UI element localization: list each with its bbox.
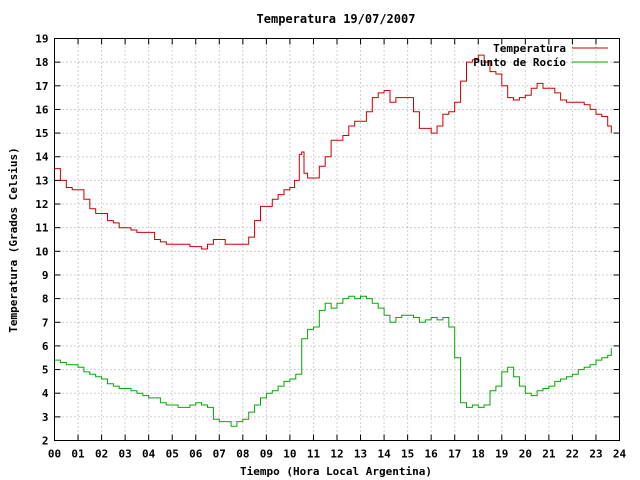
series-lines xyxy=(54,54,612,427)
y-tick-label: 15 xyxy=(35,127,48,140)
series-line-punto-de-rocio xyxy=(54,295,612,427)
x-tick-label: 22 xyxy=(566,448,579,461)
x-tick-label: 01 xyxy=(71,448,85,461)
x-tick-label: 07 xyxy=(213,448,226,461)
x-tick-label: 00 xyxy=(48,448,61,461)
x-tick-label: 10 xyxy=(283,448,296,461)
y-tick-label: 11 xyxy=(35,222,49,235)
x-tick-label: 04 xyxy=(142,448,156,461)
axis-ticks: 00 01 02 03 04 05 06 07 08 09 10 11 12 13 14 15 16 17 18 19… xyxy=(35,33,626,461)
x-tick-label: 03 xyxy=(119,448,132,461)
y-tick-label: 2 xyxy=(42,435,49,448)
x-tick-label: 06 xyxy=(189,448,203,461)
x-tick-label: 18 xyxy=(472,448,485,461)
y-tick-label: 9 xyxy=(42,269,49,282)
y-tick-label: 18 xyxy=(35,56,48,69)
y-tick-label: 7 xyxy=(42,316,49,329)
y-tick-label: 13 xyxy=(35,174,48,187)
x-tick-label: 19 xyxy=(495,448,508,461)
x-tick-label: 16 xyxy=(425,448,439,461)
y-tick-label: 10 xyxy=(35,245,48,258)
legend-label: Punto de Rocío xyxy=(473,56,566,69)
x-axis-label: Tiempo (Hora Local Argentina) xyxy=(240,465,432,478)
y-tick-label: 19 xyxy=(35,33,48,46)
plot-frame xyxy=(54,38,620,441)
legend-label: Temperatura xyxy=(493,42,566,55)
chart-title: Temperatura 19/07/2007 xyxy=(257,12,416,26)
x-tick-label: 11 xyxy=(307,448,321,461)
x-tick-label: 23 xyxy=(589,448,602,461)
y-tick-label: 8 xyxy=(42,293,49,306)
y-tick-label: 4 xyxy=(42,387,49,400)
x-tick-label: 17 xyxy=(448,448,461,461)
x-tick-label: 02 xyxy=(95,448,108,461)
y-axis-label: Temperatura (Grados Celsius) xyxy=(7,147,20,332)
x-tick-label: 08 xyxy=(236,448,249,461)
x-tick-label: 05 xyxy=(166,448,179,461)
x-tick-label: 12 xyxy=(330,448,343,461)
y-tick-label: 17 xyxy=(35,80,48,93)
x-tick-label: 09 xyxy=(260,448,273,461)
x-tick-label: 20 xyxy=(519,448,532,461)
y-tick-label: 6 xyxy=(42,340,49,353)
y-tick-label: 16 xyxy=(35,103,49,116)
x-tick-label: 13 xyxy=(354,448,367,461)
y-tick-label: 5 xyxy=(42,364,49,377)
grid-lines xyxy=(54,38,620,441)
x-tick-label: 24 xyxy=(613,448,627,461)
series-line-temperatura xyxy=(54,54,612,250)
x-tick-label: 21 xyxy=(542,448,556,461)
y-tick-label: 12 xyxy=(35,198,48,211)
y-tick-label: 14 xyxy=(35,151,49,164)
x-tick-label: 14 xyxy=(377,448,391,461)
x-tick-label: 15 xyxy=(401,448,414,461)
y-tick-label: 3 xyxy=(42,411,49,424)
